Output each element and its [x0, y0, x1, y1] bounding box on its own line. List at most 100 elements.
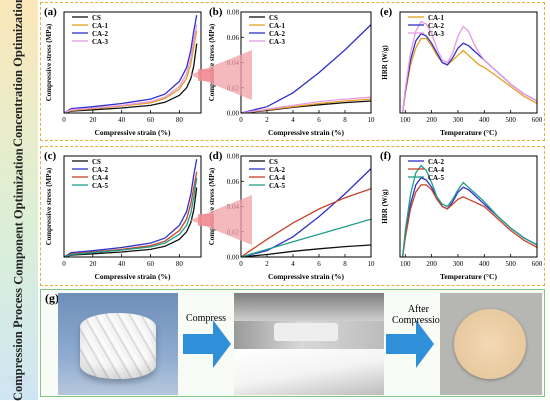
- legend-label: CS: [92, 158, 101, 166]
- x-tick-label: 400: [479, 260, 490, 268]
- photo-compressed: [440, 293, 542, 395]
- x-tick-label: 0: [239, 260, 243, 268]
- x-tick-label: 20: [89, 116, 97, 124]
- x-tick-label: 8: [343, 116, 347, 124]
- series-line-ca-1: [401, 37, 538, 114]
- panel-a: 0 20 40 60 80 Compressive strain (%) Compressi…: [44, 6, 202, 137]
- series-line-ca-3: [63, 24, 198, 114]
- y-axis-label: Compressive stress (MPa): [45, 167, 53, 245]
- x-tick-label: 0: [239, 116, 243, 124]
- legend-label: CA-4: [269, 174, 285, 182]
- series-line-ca-5: [401, 164, 538, 258]
- series-line-ca-5: [63, 178, 198, 258]
- compressed-sample: [274, 323, 338, 341]
- y-tick-label: 0.08: [227, 153, 240, 161]
- x-tick-label: 10: [368, 116, 376, 124]
- legend-label: CA-5: [428, 174, 444, 182]
- legend-label: CA-1: [92, 22, 108, 30]
- zoom-wedge-ab: [190, 50, 252, 100]
- legend-label: CA-3: [269, 38, 285, 46]
- arrow-after-compression-icon: [386, 320, 434, 368]
- legend-label: CS: [269, 14, 278, 22]
- x-tick-label: 100: [400, 116, 411, 124]
- legend-label: CA-2: [269, 30, 285, 38]
- label-concentration: Concentration Optimization: [11, 0, 26, 147]
- press-plate-top: [234, 293, 384, 321]
- legend-label: CA-3: [428, 30, 444, 38]
- legend-label: CA-2: [92, 30, 108, 38]
- series-line-ca-2: [63, 15, 198, 114]
- panel-letter: (e): [380, 6, 393, 18]
- label-compression: Compression Process: [11, 287, 26, 401]
- x-tick-label: 40: [118, 260, 126, 268]
- panel-letter: (f): [380, 150, 391, 162]
- sidebar: [0, 0, 38, 400]
- x-tick-label: 6: [317, 116, 321, 124]
- press-plate-bottom: [234, 349, 384, 395]
- x-tick-label: 80: [176, 260, 184, 268]
- y-tick-label: 0.00: [227, 110, 240, 118]
- panel-letter-g: (g): [45, 291, 59, 305]
- series-line-ca-4: [401, 184, 538, 258]
- x-tick-label: 200: [426, 260, 437, 268]
- legend-label: CS: [92, 14, 101, 22]
- x-tick-label: 400: [479, 116, 490, 124]
- series-line-ca-3: [401, 20, 538, 114]
- legend-label: CA-5: [269, 182, 285, 190]
- x-axis-label: Compressive strain (%): [94, 272, 171, 281]
- sidebar-arrow-icon: [6, 376, 32, 394]
- legend-label: CA-4: [92, 174, 108, 182]
- y-axis-label: Compressive stress (MPa): [208, 167, 216, 245]
- label-component: Component Optimization: [11, 147, 26, 285]
- y-axis-label: Compressive stress (MPa): [45, 23, 53, 101]
- x-tick-label: 2: [265, 116, 269, 124]
- series-line-ca-2: [240, 168, 372, 258]
- x-tick-label: 4: [291, 116, 295, 124]
- plot-frame: [240, 11, 372, 114]
- x-tick-label: 6: [317, 260, 321, 268]
- series-line-ca-5: [240, 218, 372, 258]
- x-tick-label: 80: [176, 116, 184, 124]
- x-axis-label: Compressive strain (%): [268, 272, 345, 281]
- plot-frame: [399, 155, 538, 258]
- x-tick-label: 600: [532, 116, 543, 124]
- legend-label: CA-2: [92, 166, 108, 174]
- y-tick-label: 0.06: [227, 34, 240, 42]
- x-tick-label: 4: [291, 260, 295, 268]
- plot-frame: [399, 11, 538, 114]
- series-line-ca-2: [63, 159, 198, 258]
- x-tick-label: 600: [532, 260, 543, 268]
- aerogel-cylinder: [80, 313, 156, 379]
- photo-uncompressed: [58, 293, 178, 395]
- legend-label: CS: [269, 158, 278, 166]
- arrow-compress-icon: [183, 320, 231, 368]
- panel-c: 0 20 40 60 80 Compressive strain (%) Compressi…: [44, 150, 202, 281]
- x-tick-label: 300: [453, 116, 464, 124]
- compressed-disc: [454, 309, 526, 379]
- plot-frame: [63, 155, 202, 258]
- x-tick-label: 300: [453, 260, 464, 268]
- x-tick-label: 200: [426, 116, 437, 124]
- x-axis-label: Compressive strain (%): [268, 128, 345, 137]
- x-tick-label: 8: [343, 260, 347, 268]
- x-tick-label: 0: [62, 260, 66, 268]
- series-line-ca-2: [401, 32, 538, 114]
- legend-label: CA-2: [269, 166, 285, 174]
- series-line-cs: [63, 187, 198, 258]
- y-axis-label: HRR (W/g): [381, 189, 389, 224]
- series-line-ca-1: [63, 30, 198, 114]
- legend-label: CA-2: [428, 158, 444, 166]
- plot-frame: [240, 155, 372, 258]
- step-after-label: After Compression: [392, 304, 445, 326]
- series-line-ca-3: [240, 96, 372, 114]
- legend-label: CA-1: [428, 14, 444, 22]
- x-tick-label: 500: [505, 116, 516, 124]
- x-axis-label: Temperature (°C): [440, 272, 497, 281]
- legend-label: CA-4: [428, 166, 444, 174]
- y-axis-label: HRR (W/g): [381, 45, 389, 80]
- y-axis-label: Compressive stress (MPa): [208, 23, 216, 101]
- x-tick-label: 500: [505, 260, 516, 268]
- x-tick-label: 10: [368, 260, 376, 268]
- panel-letter: (a): [44, 6, 57, 18]
- x-tick-label: 60: [147, 116, 155, 124]
